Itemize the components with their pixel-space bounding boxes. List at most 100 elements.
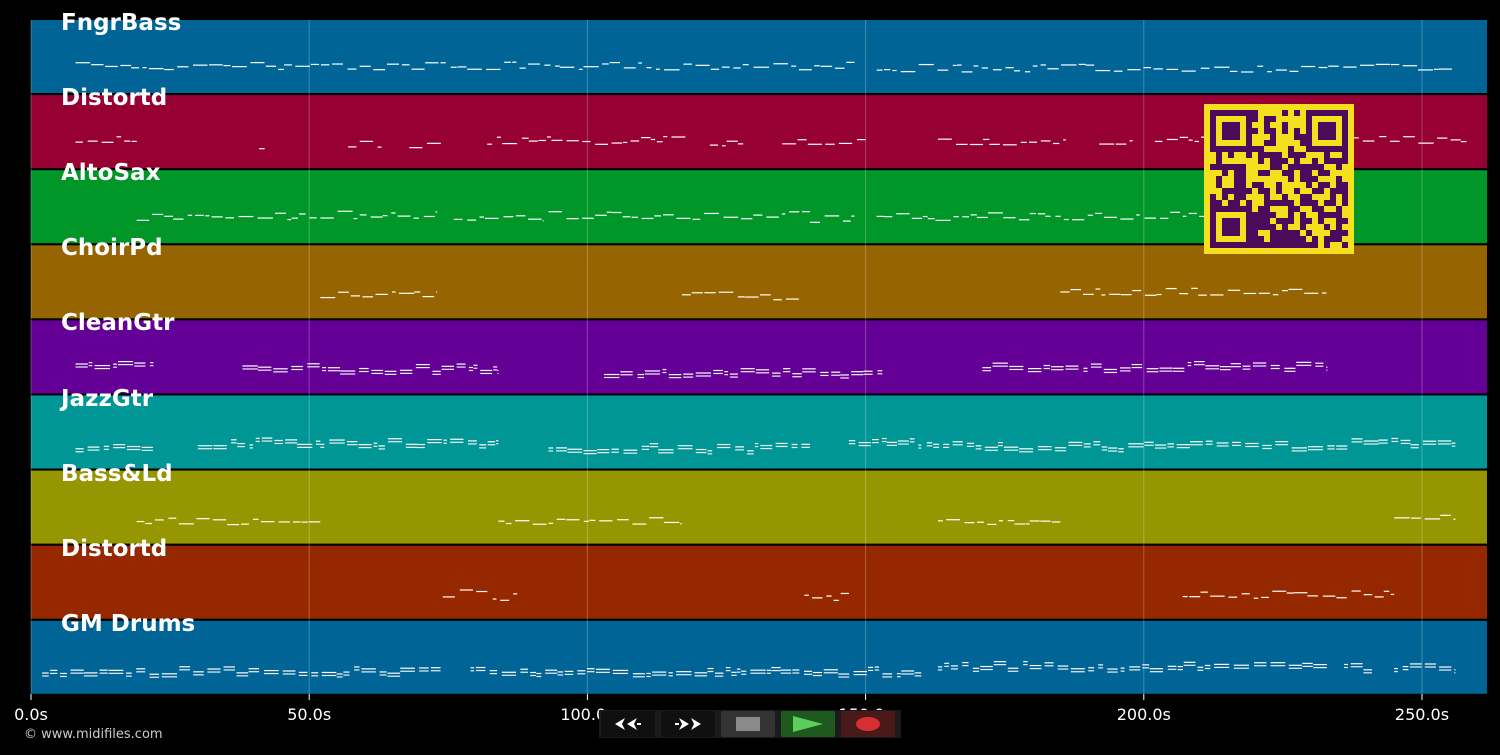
note (515, 520, 530, 522)
qr-code[interactable] (1204, 104, 1354, 254)
qr-module (1324, 170, 1330, 176)
note (1360, 64, 1375, 66)
note (1103, 216, 1117, 218)
note (1439, 669, 1452, 671)
stop-button[interactable] (721, 711, 775, 737)
note (209, 64, 223, 66)
note (126, 672, 132, 674)
note (1165, 287, 1177, 290)
note (1018, 219, 1030, 221)
note (771, 666, 781, 669)
qr-module (1300, 164, 1306, 170)
note (620, 371, 633, 373)
note (301, 521, 308, 523)
qr-module (1288, 164, 1294, 170)
tick-label: 50.0s (287, 705, 332, 724)
qr-module (1276, 242, 1282, 248)
qr-module (1330, 158, 1336, 164)
note (528, 218, 542, 220)
note (1383, 590, 1390, 592)
note (650, 138, 656, 141)
note (840, 377, 849, 379)
qr-module (1222, 164, 1228, 170)
note (722, 145, 726, 147)
note (807, 143, 822, 145)
note (1194, 364, 1205, 366)
qr-module (1324, 182, 1330, 188)
note (1204, 667, 1211, 670)
note (726, 140, 738, 142)
note (1179, 293, 1189, 295)
note (886, 441, 897, 443)
note (544, 64, 551, 66)
note (459, 589, 473, 591)
note (1200, 591, 1208, 593)
note (126, 448, 141, 451)
note (378, 445, 385, 447)
note (1019, 448, 1034, 450)
note (724, 371, 729, 373)
qr-module (1216, 152, 1222, 158)
play-button[interactable] (781, 711, 835, 737)
record-button[interactable] (841, 711, 895, 737)
qr-module (1264, 128, 1270, 134)
note (649, 517, 664, 519)
note (1027, 371, 1042, 373)
note (486, 68, 501, 71)
note (284, 64, 292, 66)
qr-module (1216, 200, 1222, 206)
track-label: AltoSax (61, 160, 161, 187)
note (1194, 140, 1200, 143)
note (321, 674, 337, 677)
note (467, 443, 477, 445)
note (470, 667, 474, 669)
note (1108, 447, 1118, 449)
qr-module (1294, 188, 1300, 194)
note (1153, 68, 1163, 70)
qr-module (1264, 170, 1270, 176)
note (741, 218, 753, 220)
note (1098, 664, 1104, 666)
note (1070, 671, 1085, 673)
note (897, 440, 909, 442)
rewind-button[interactable] (601, 711, 655, 737)
qr-module (1330, 194, 1336, 200)
qr-module (1234, 170, 1240, 176)
note (248, 668, 260, 670)
note (1437, 137, 1448, 139)
piano-roll (30, 20, 1487, 700)
note (1230, 363, 1241, 365)
note (1068, 441, 1083, 443)
qr-module (1234, 164, 1240, 170)
qr-module (1240, 188, 1246, 194)
note (1363, 672, 1372, 674)
note (872, 438, 879, 441)
note (519, 67, 526, 69)
note (1391, 440, 1399, 443)
note (173, 218, 184, 220)
note (791, 446, 798, 449)
note (1187, 364, 1192, 367)
note (812, 674, 822, 677)
note (1453, 518, 1456, 520)
note (681, 294, 691, 296)
note (823, 669, 838, 671)
note (273, 368, 288, 370)
note (599, 520, 613, 522)
qr-module (1342, 188, 1348, 194)
note (846, 61, 855, 63)
note (384, 373, 397, 375)
note (1289, 70, 1299, 72)
note (683, 376, 694, 378)
note (1272, 294, 1279, 296)
note (1270, 364, 1280, 367)
note (771, 669, 781, 672)
qr-module (1240, 176, 1246, 182)
note (1128, 446, 1144, 448)
note (427, 438, 442, 441)
note (1044, 662, 1054, 664)
fast-forward-button[interactable] (661, 711, 715, 737)
qr-module (1258, 236, 1264, 242)
note (1191, 287, 1198, 289)
note (668, 376, 682, 379)
